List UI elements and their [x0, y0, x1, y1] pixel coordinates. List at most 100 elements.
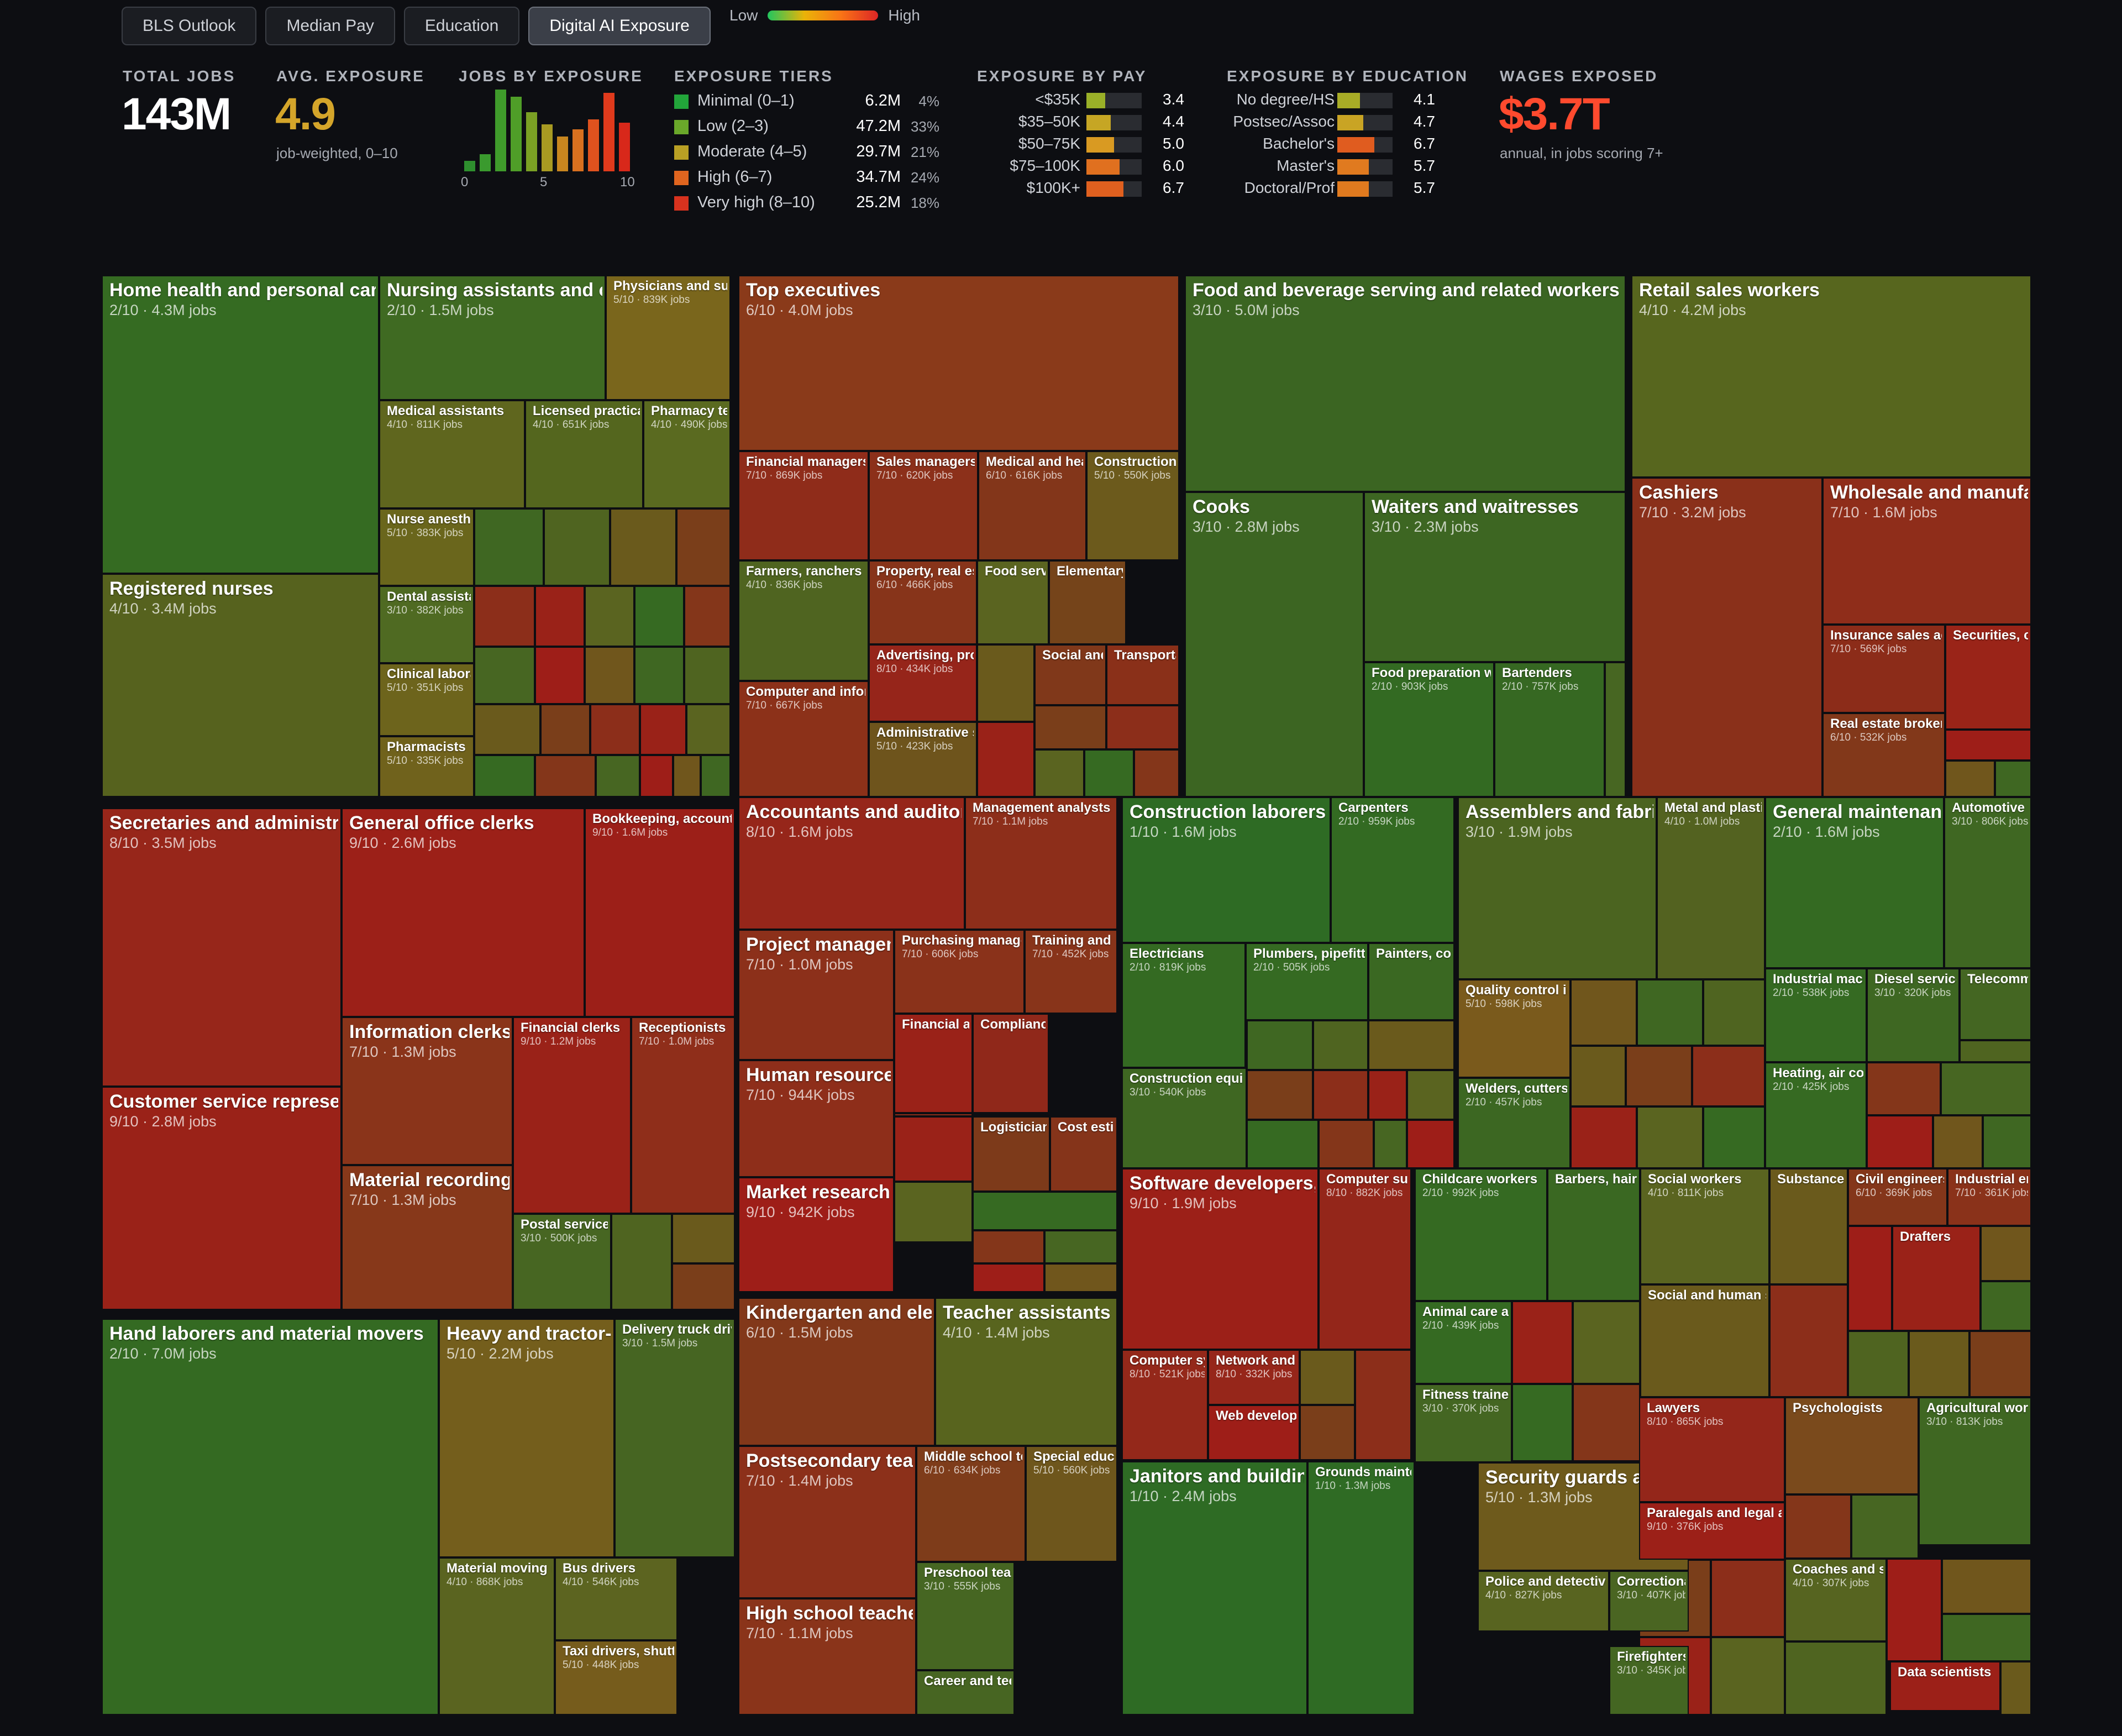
treemap-tile-small[interactable]	[1106, 705, 1179, 749]
treemap-tile-small[interactable]	[1941, 1062, 2031, 1115]
treemap-tile[interactable]: Heating, air conditioning mechanics2/10 …	[1765, 1062, 1867, 1168]
treemap-tile[interactable]: Financial clerks 9/10 · 1.2M jobs	[513, 1017, 631, 1214]
treemap-tile[interactable]: Computer and information systems manager…	[738, 681, 869, 797]
treemap-tile[interactable]: Real estate brokers 6/10 · 532K jobs	[1822, 713, 1945, 797]
treemap-tile[interactable]: Advertising, promotions managers8/10 · 4…	[869, 644, 977, 722]
treemap-tile[interactable]: Web developers	[1208, 1405, 1300, 1460]
treemap-tile-small[interactable]	[640, 704, 686, 755]
treemap-tile[interactable]: Financial analysts	[894, 1014, 973, 1113]
treemap-tile[interactable]: Coaches and scouts4/10 · 307K jobs	[1785, 1559, 1887, 1641]
treemap-tile[interactable]: Food service managers	[977, 560, 1049, 644]
treemap-tile-small[interactable]	[1711, 1560, 1785, 1637]
treemap-tile[interactable]: Customer service representatives9/10 · 2…	[102, 1087, 342, 1310]
treemap-tile[interactable]: Paralegals and legal assistants9/10 · 37…	[1639, 1502, 1785, 1560]
treemap-tile-small[interactable]	[1407, 1070, 1454, 1120]
treemap-tile[interactable]: Special education teachers5/10 · 560K jo…	[1026, 1446, 1117, 1562]
treemap-tile[interactable]: Welders, cutters 2/10 · 457K jobs	[1458, 1078, 1571, 1168]
treemap-tile-small[interactable]	[686, 704, 731, 755]
treemap-tile[interactable]: Industrial engineers7/10 · 361K jobs	[1947, 1168, 2031, 1226]
treemap-tile[interactable]: Elementary school principals	[1049, 560, 1126, 644]
treemap-tile-small[interactable]	[894, 1113, 973, 1116]
treemap-tile[interactable]: Compliance officers	[973, 1014, 1049, 1113]
treemap-tile[interactable]: Project management specialists7/10 · 1.0…	[738, 930, 894, 1060]
treemap-tile-small[interactable]	[1703, 1106, 1765, 1168]
treemap-tile-small[interactable]	[590, 704, 640, 755]
treemap-tile-small[interactable]	[474, 755, 535, 797]
treemap-tile-small[interactable]	[535, 586, 585, 647]
treemap-tile-small[interactable]	[673, 755, 701, 797]
treemap-tile[interactable]: Substance abuse counselors	[1769, 1168, 1848, 1284]
treemap-tile-small[interactable]	[1692, 1046, 1765, 1106]
treemap-tile-small[interactable]	[1785, 1494, 1851, 1559]
treemap-tile-small[interactable]	[1573, 1384, 1640, 1461]
treemap-tile-small[interactable]	[1247, 1120, 1319, 1168]
treemap-tile-small[interactable]	[1960, 1040, 2031, 1062]
treemap-tile-small[interactable]	[1942, 1614, 2031, 1661]
treemap-tile-small[interactable]	[684, 647, 731, 704]
treemap-tile-small[interactable]	[1981, 1281, 2031, 1331]
treemap-tile[interactable]: Nursing assistants and orderlies2/10 · 1…	[379, 275, 606, 400]
treemap-tile[interactable]: Kindergarten and elementary school teach…	[738, 1298, 935, 1446]
treemap-tile[interactable]: Assemblers and fabricators 3/10 · 1.9M jo…	[1458, 797, 1657, 979]
treemap-tile[interactable]: Cashiers 7/10 · 3.2M jobs	[1631, 478, 1822, 797]
treemap-tile-small[interactable]	[1703, 979, 1765, 1046]
treemap-tile[interactable]: Management analysts 7/10 · 1.1M jobs	[965, 797, 1117, 930]
treemap-tile[interactable]: Accountants and auditors 8/10 · 1.6M jobs	[738, 797, 965, 930]
treemap-tile[interactable]: Medical and health services managers6/10…	[978, 451, 1086, 560]
treemap-tile[interactable]: Clinical laboratory technologists5/10 · …	[379, 663, 474, 736]
treemap-tile[interactable]: Construction equipment operators3/10 · 5…	[1122, 1068, 1247, 1168]
treemap-tile[interactable]: Carpenters 2/10 · 959K jobs	[1331, 797, 1454, 943]
treemap-tile-small[interactable]	[1867, 1115, 1933, 1168]
treemap-tile[interactable]: Bartenders 2/10 · 757K jobs	[1494, 662, 1605, 797]
treemap-tile-small[interactable]	[1512, 1384, 1573, 1461]
treemap-tile[interactable]: Hand laborers and material movers 2/10 · …	[102, 1319, 439, 1715]
treemap-tile-small[interactable]	[610, 508, 676, 586]
treemap-tile-small[interactable]	[474, 647, 535, 704]
treemap-tile[interactable]: Delivery truck drivers3/10 · 1.5M jobs	[614, 1319, 735, 1557]
treemap-tile[interactable]: Cost estimators	[1050, 1116, 1117, 1192]
treemap-tile-small[interactable]	[585, 647, 634, 704]
treemap-tile-small[interactable]	[1769, 1284, 1848, 1397]
treemap-tile[interactable]: Middle school teachers6/10 · 634K jobs	[916, 1446, 1026, 1562]
tab-education[interactable]: Education	[403, 7, 520, 45]
treemap-tile[interactable]: Financial managers 7/10 · 869K jobs	[738, 451, 869, 560]
treemap-tile[interactable]: Bus drivers 4/10 · 546K jobs	[555, 1557, 677, 1640]
treemap-tile-small[interactable]	[1407, 1120, 1454, 1168]
treemap-tile-small[interactable]	[1942, 1559, 2031, 1614]
treemap-tile-small[interactable]	[672, 1214, 735, 1263]
treemap-tile-small[interactable]	[1785, 1641, 1887, 1715]
treemap-tile-small[interactable]	[540, 704, 590, 755]
treemap-tile[interactable]: Police and detectives4/10 · 827K jobs	[1478, 1571, 1609, 1632]
treemap-tile-small[interactable]	[894, 1116, 973, 1182]
treemap-tile[interactable]: Computer support specialists8/10 · 882K …	[1319, 1168, 1411, 1350]
treemap-tile[interactable]: Fitness trainers3/10 · 370K jobs	[1415, 1384, 1512, 1462]
treemap-tile-small[interactable]	[676, 508, 731, 586]
treemap-tile-small[interactable]	[973, 1263, 1044, 1292]
treemap-tile-small[interactable]	[585, 586, 634, 647]
tab-median-pay[interactable]: Median Pay	[265, 7, 395, 45]
treemap-tile-small[interactable]	[1571, 1046, 1626, 1106]
treemap-tile[interactable]: Telecommunications technicians	[1960, 968, 2031, 1040]
treemap-tile-small[interactable]	[977, 722, 1034, 797]
treemap-tile-small[interactable]	[1368, 1070, 1407, 1120]
treemap-tile-small[interactable]	[1981, 1226, 2031, 1281]
treemap-tile[interactable]: Network and computer admins8/10 · 332K j…	[1208, 1350, 1300, 1405]
treemap-tile-small[interactable]	[1983, 1115, 2031, 1168]
treemap-tile-small[interactable]	[1969, 1331, 2031, 1397]
treemap-tile-small[interactable]	[1887, 1559, 1942, 1661]
treemap-tile-small[interactable]	[1626, 1046, 1692, 1106]
treemap-tile-small[interactable]	[1374, 1120, 1407, 1168]
treemap-tile[interactable]: Barbers, hairstylists	[1547, 1168, 1640, 1301]
treemap-tile[interactable]: Insurance sales agents7/10 · 569K jobs	[1822, 625, 1945, 713]
treemap-tile[interactable]: Cooks 3/10 · 2.8M jobs	[1185, 492, 1364, 797]
treemap-tile[interactable]: Taxi drivers, shuttle drivers5/10 · 448K…	[555, 1640, 677, 1715]
treemap-tile[interactable]: Childcare workers 2/10 · 992K jobs	[1415, 1168, 1547, 1301]
treemap-tile[interactable]: Automotive technicians3/10 · 806K jobs	[1944, 797, 2031, 968]
treemap-tile-small[interactable]	[1995, 761, 2031, 797]
treemap-tile-small[interactable]	[1034, 705, 1106, 749]
treemap-tile[interactable]: Computer systems analysts8/10 · 521K job…	[1122, 1350, 1208, 1460]
treemap-tile[interactable]: Career and technical education teachers	[916, 1670, 1015, 1715]
treemap-tile[interactable]: High school teachers7/10 · 1.1M jobs	[738, 1598, 916, 1715]
